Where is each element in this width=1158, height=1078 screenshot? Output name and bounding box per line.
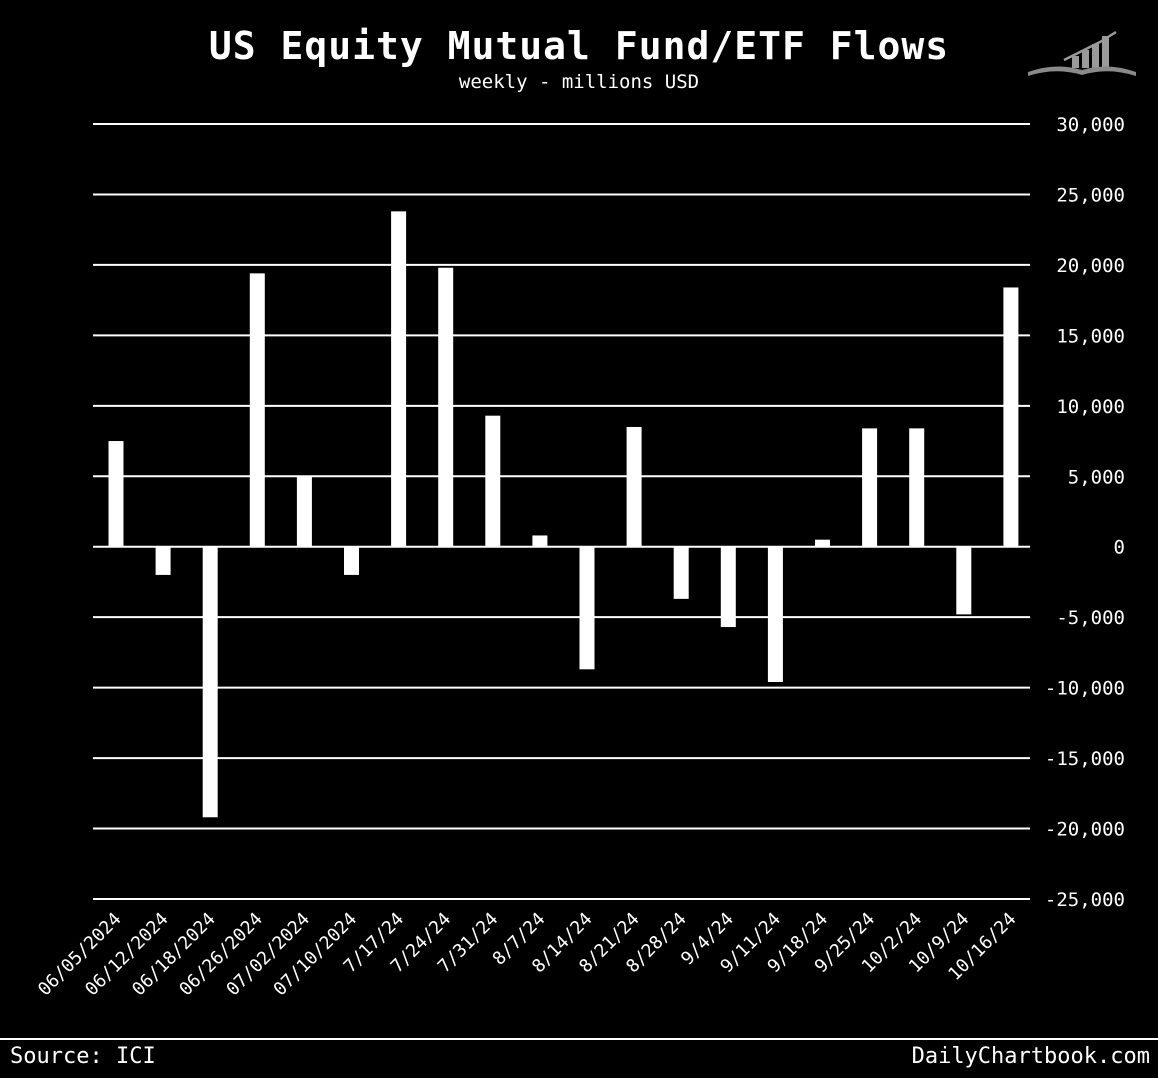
bar [720,546,736,628]
brand-label: DailyChartbook.com [911,1044,1150,1069]
y-tick-label: 30,000 [1056,114,1125,136]
bar [438,267,454,547]
y-tick-label: -20,000 [1045,819,1125,841]
bar [1003,287,1019,547]
bar [108,441,124,547]
bar-chart-book-icon [1028,30,1136,76]
source-label: Source: ICI [10,1044,156,1069]
bar [815,539,830,547]
footer-divider [0,1038,1158,1040]
bar [767,546,783,682]
bar [673,546,689,599]
y-tick-label: -15,000 [1045,748,1125,770]
bar [485,415,501,547]
bar [626,426,642,547]
y-tick-label: 25,000 [1056,184,1125,206]
bar [202,546,218,818]
bar [579,546,595,670]
bar [391,211,407,547]
chart-title: US Equity Mutual Fund/ETF Flows [208,24,950,68]
y-tick-label: 10,000 [1056,396,1125,418]
bar [249,273,265,547]
y-tick-label: -10,000 [1045,678,1125,700]
y-tick-label: -5,000 [1056,607,1125,629]
y-tick-label: 5,000 [1068,466,1125,488]
y-tick-label: 15,000 [1056,325,1125,347]
y-tick-label: 20,000 [1056,255,1125,277]
bar [956,546,972,615]
bar-chart: 30,000 25,000 20,000 15,000 10,000 5,000 0 -5,0… [34,114,1125,1000]
bar [344,546,359,575]
bar [532,535,548,547]
chart-subtitle: weekly - millions USD [458,71,700,93]
y-tick-label: 0 [1114,537,1125,559]
bar [909,428,925,547]
y-tick-label: -25,000 [1045,889,1125,911]
bar [862,428,878,547]
bar [296,476,312,547]
bar [155,546,171,575]
